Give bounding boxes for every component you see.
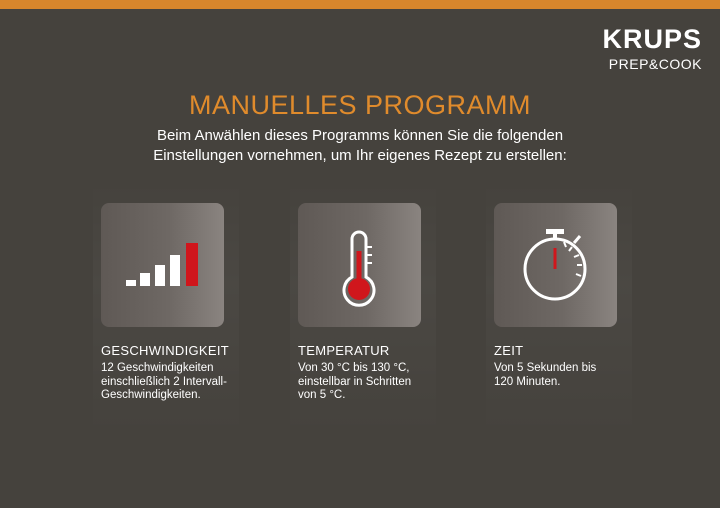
description-line: 12 Geschwindigkeiten [101,362,214,374]
subtitle-line: Beim Anwählen dieses Programms können Si… [156,127,564,144]
brand-logo: KRUPS PREP&COOK [602,24,702,72]
description-line: einstellbar in Schritten [298,375,412,388]
brand-subname: PREP&COOK [608,56,702,72]
feature-description: Von 5 Sekunden bis 120 Minuten. [494,362,654,389]
page-subtitle: Beim Anwählen dieses Programms können Si… [60,126,660,166]
feature-tile [298,203,421,327]
speed-bars-icon [126,243,198,286]
feature-temperature: TEMPERATUR Von 30 °C bis 130 °C, einstel… [290,180,448,440]
feature-tile [101,203,224,327]
feature-speed: GESCHWINDIGKEIT 12 Geschwindigkeiten ein… [93,180,251,440]
description-line: 120 Minuten. [494,375,561,388]
top-accent-bar [0,0,720,9]
feature-title: ZEIT [494,343,524,358]
feature-title: TEMPERATUR [298,343,390,358]
description-line: von 5 °C. [298,389,346,401]
thermometer-icon [342,230,376,307]
description-line: Von 30 °C bis 130 °C, [298,362,410,374]
feature-description: 12 Geschwindigkeiten einschließlich 2 In… [101,362,261,403]
feature-title: GESCHWINDIGKEIT [101,343,230,358]
feature-time: ZEIT Von 5 Sekunden bis 120 Minuten. [486,180,644,440]
stopwatch-icon [523,229,587,301]
brand-name: KRUPS [602,24,702,54]
description-line: Geschwindigkeiten. [101,389,201,401]
feature-tile [494,203,617,327]
page-title: MANUELLES PROGRAMM [188,90,532,120]
description-line: einschließlich 2 Intervall- [101,375,227,388]
description-line: Von 5 Sekunden bis [494,362,597,374]
feature-description: Von 30 °C bis 130 °C, einstellbar in Sch… [298,362,458,403]
subtitle-line: Einstellungen vornehmen, um Ihr eigenes … [153,147,567,164]
